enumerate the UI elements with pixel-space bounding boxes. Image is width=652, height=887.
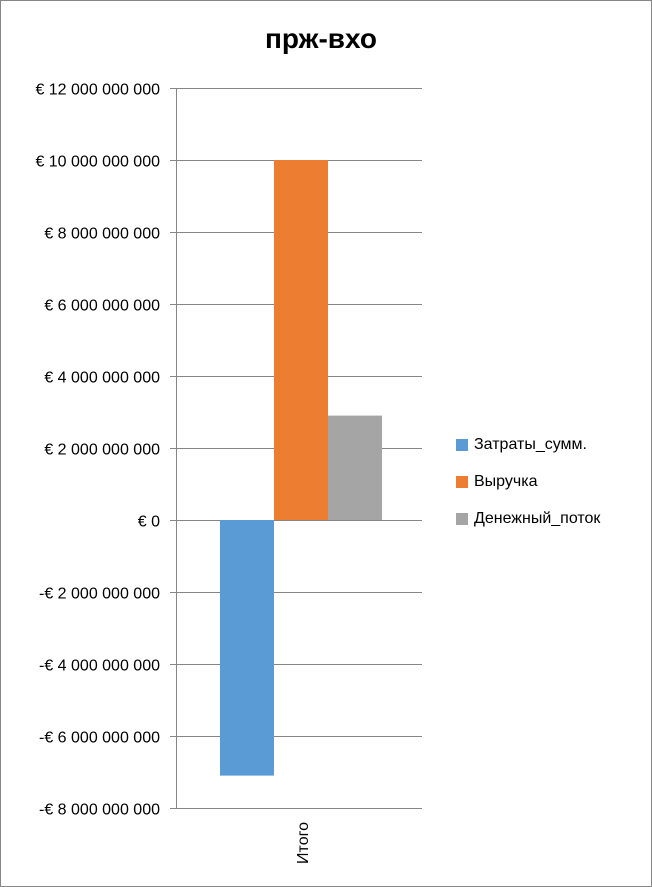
y-tick-label: -€ 6 000 000 000 bbox=[39, 730, 160, 747]
legend-label: Затраты_сумм. bbox=[474, 435, 587, 453]
legend-item: Денежный_поток bbox=[456, 500, 600, 537]
legend-item: Затраты_сумм. bbox=[456, 426, 600, 463]
y-tick-label: -€ 2 000 000 000 bbox=[39, 586, 160, 603]
y-tick-label: € 0 bbox=[138, 514, 160, 531]
y-tick-label: € 2 000 000 000 bbox=[44, 442, 160, 459]
x-tick-label: Итого bbox=[295, 822, 312, 864]
legend-label: Выручка bbox=[474, 472, 538, 490]
legend-item: Выручка bbox=[456, 463, 600, 500]
legend-swatch bbox=[456, 512, 468, 525]
chart-legend: Затраты_сумм. Выручка Денежный_поток bbox=[456, 426, 600, 537]
y-tick-label: -€ 8 000 000 000 bbox=[39, 802, 160, 819]
legend-swatch bbox=[456, 438, 468, 451]
legend-label: Денежный_поток bbox=[474, 509, 601, 527]
legend-swatch bbox=[456, 475, 468, 488]
chart-title: прж-вхо bbox=[264, 23, 377, 54]
y-tick-label: € 8 000 000 000 bbox=[44, 226, 160, 243]
bar-3 bbox=[328, 415, 382, 520]
bar-1 bbox=[220, 520, 274, 776]
y-tick-label: € 10 000 000 000 bbox=[35, 154, 160, 171]
bar-2 bbox=[274, 160, 328, 520]
y-tick-label: € 4 000 000 000 bbox=[44, 370, 160, 387]
y-tick-label: -€ 4 000 000 000 bbox=[39, 658, 160, 675]
y-tick-label: € 6 000 000 000 bbox=[44, 298, 160, 315]
y-tick-label: € 12 000 000 000 bbox=[35, 82, 160, 99]
